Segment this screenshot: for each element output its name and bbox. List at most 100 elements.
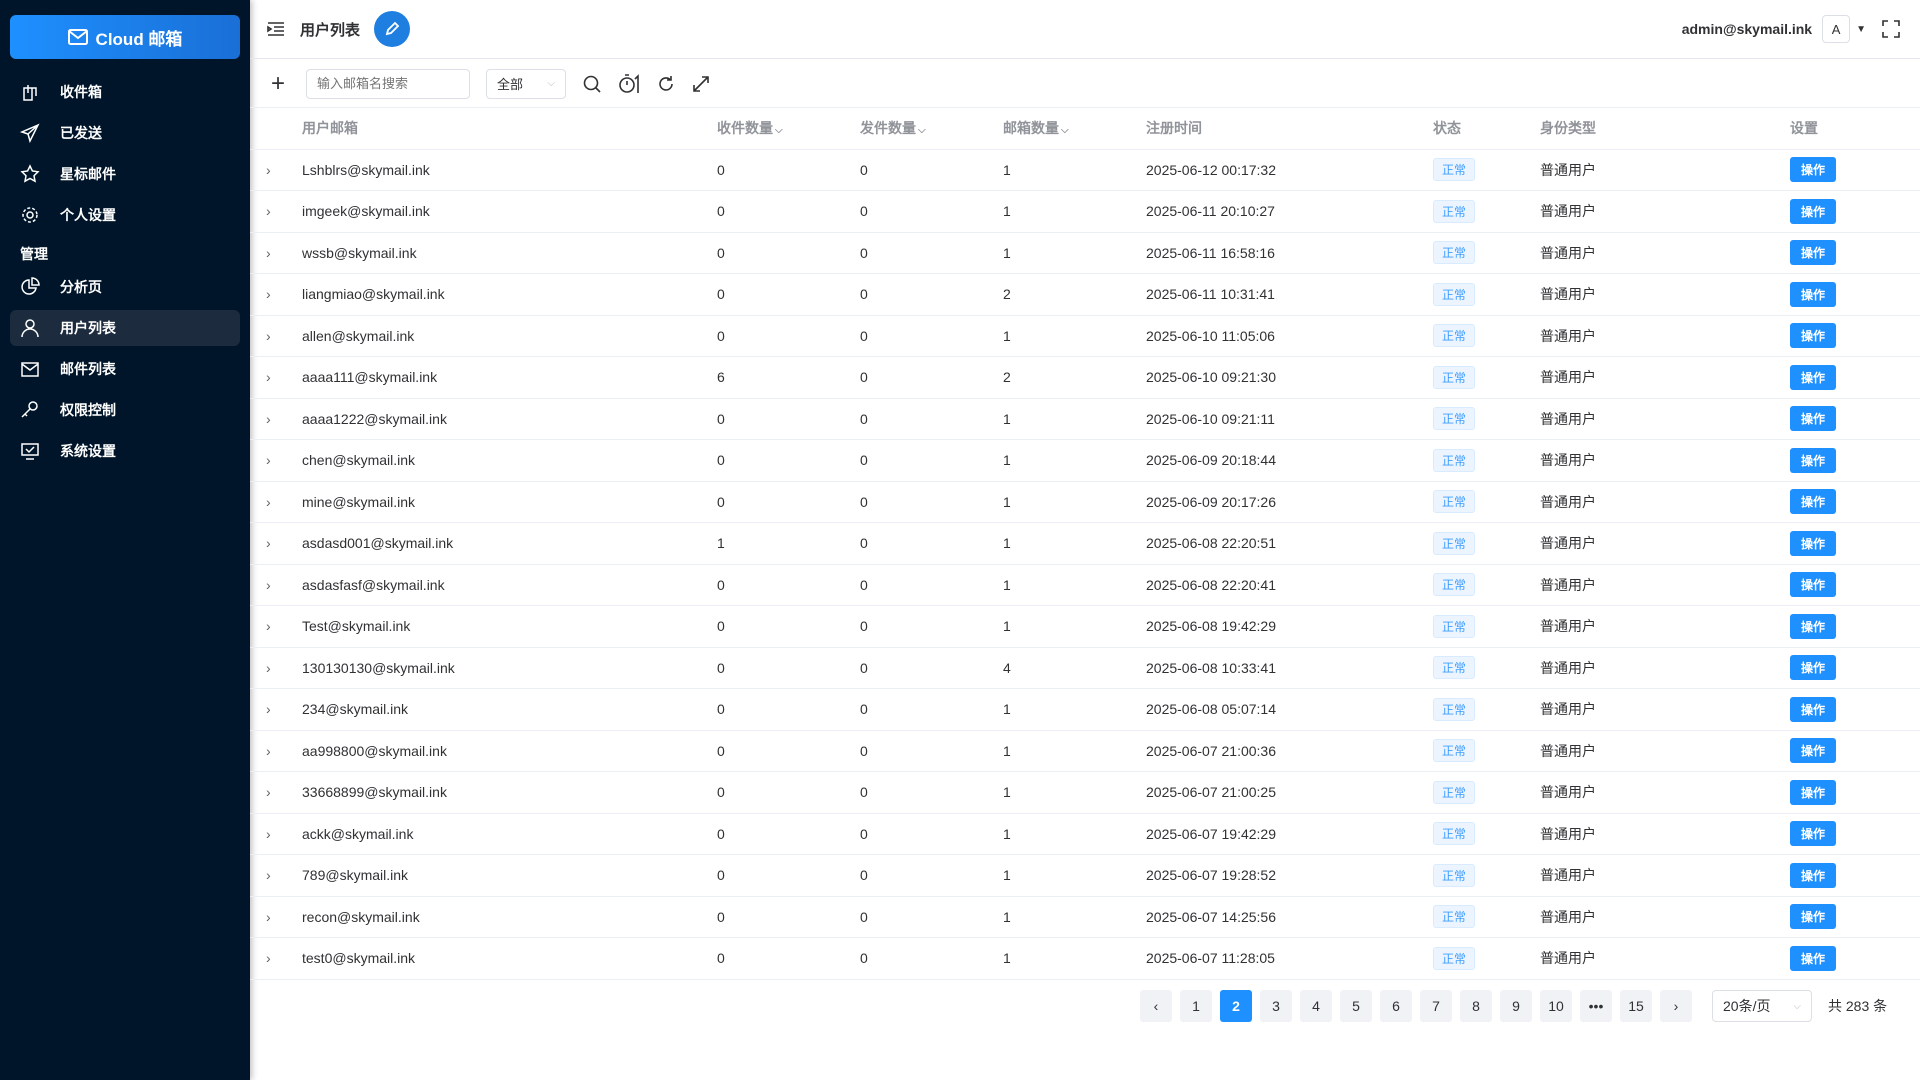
expand-row-icon[interactable]: › (250, 937, 302, 980)
page-button[interactable]: 3 (1260, 990, 1292, 1022)
page-button[interactable]: 1 (1180, 990, 1212, 1022)
action-button[interactable]: 操作 (1790, 904, 1837, 930)
page-button[interactable]: 4 (1300, 990, 1332, 1022)
user-email-cell: wssb@skymail.ink (302, 232, 717, 274)
page-button[interactable]: 8 (1460, 990, 1492, 1022)
expand-row-icon[interactable]: › (250, 232, 302, 274)
sent-count: 0 (860, 273, 1003, 316)
action-button[interactable]: 操作 (1790, 157, 1837, 183)
expand-row-icon[interactable]: › (250, 854, 302, 897)
table-row: › wssb@skymail.ink 0 0 1 2025-06-11 16:5… (250, 232, 1920, 274)
status-filter-select[interactable]: 全部 ⌵ (486, 68, 566, 99)
fullscreen-icon[interactable] (1882, 20, 1900, 38)
expand-row-icon[interactable]: › (250, 439, 302, 482)
sidebar-admin-item-3[interactable]: 权限控制 (10, 392, 240, 428)
page-title: 用户列表 (300, 21, 361, 39)
sidebar-item-2[interactable]: 星标邮件 (10, 156, 240, 192)
page-button[interactable]: 6 (1380, 990, 1412, 1022)
logo[interactable]: Cloud 邮箱 (10, 15, 240, 59)
expand-row-icon[interactable]: › (250, 647, 302, 689)
expand-row-icon[interactable]: › (250, 398, 302, 440)
expand-row-icon[interactable]: › (250, 896, 302, 938)
inbox-icon (23, 85, 37, 101)
expand-row-icon[interactable]: › (250, 356, 302, 399)
expand-row-icon[interactable]: › (250, 605, 302, 648)
sort-icon[interactable]: ⌵ (918, 125, 926, 137)
column-header[interactable]: 邮箱数量 ⌵ (1003, 108, 1146, 150)
role-type: 普通用户 (1540, 522, 1790, 565)
action-button[interactable]: 操作 (1790, 447, 1837, 473)
sort-icon[interactable]: ⌵ (775, 125, 783, 137)
action-button[interactable]: 操作 (1790, 945, 1837, 971)
column-header[interactable]: 发件数量 ⌵ (860, 108, 1003, 150)
register-time: 2025-06-07 21:00:36 (1146, 730, 1433, 772)
sidebar-item-3[interactable]: 个人设置 (10, 197, 240, 233)
prev-page-button[interactable]: ‹ (1140, 990, 1172, 1022)
avatar[interactable]: A (1822, 15, 1851, 43)
mail-icon (67, 29, 88, 45)
action-button[interactable]: 操作 (1790, 406, 1837, 432)
page-button[interactable]: 10 (1540, 990, 1572, 1022)
compose-button[interactable] (374, 11, 411, 47)
add-user-button[interactable]: + (270, 69, 285, 97)
sidebar-item-label: 分析页 (60, 279, 102, 295)
action-button[interactable]: 操作 (1790, 821, 1837, 847)
expand-row-icon[interactable]: › (250, 315, 302, 357)
refresh-icon[interactable] (656, 74, 676, 94)
table-row: › aa998800@skymail.ink 0 0 1 2025-06-07 … (250, 730, 1920, 772)
action-button[interactable]: 操作 (1790, 281, 1837, 307)
sidebar-admin-item-4[interactable]: 系统设置 (10, 433, 240, 469)
expand-row-icon[interactable]: › (250, 190, 302, 233)
page-button[interactable]: 9 (1500, 990, 1532, 1022)
expand-row-icon[interactable]: › (250, 771, 302, 814)
received-count: 0 (717, 564, 860, 606)
action-button[interactable]: 操作 (1790, 198, 1837, 224)
table-row: › 33668899@skymail.ink 0 0 1 2025-06-07 … (250, 771, 1920, 814)
sidebar-item-1[interactable]: 已发送 (10, 115, 240, 151)
action-button[interactable]: 操作 (1790, 240, 1837, 266)
action-button[interactable]: 操作 (1790, 613, 1837, 639)
sidebar-admin-item-2[interactable]: 邮件列表 (10, 351, 240, 387)
user-email[interactable]: admin@skymail.ink (1681, 21, 1813, 37)
column-header[interactable]: 收件数量 ⌵ (717, 108, 860, 150)
expand-row-icon[interactable]: › (250, 149, 302, 191)
menu-fold-icon[interactable] (266, 21, 286, 37)
page-button[interactable]: 15 (1620, 990, 1652, 1022)
table-row: › asdasfasf@skymail.ink 0 0 1 2025-06-08… (250, 564, 1920, 606)
page-button[interactable]: 2 (1220, 990, 1252, 1022)
action-button[interactable]: 操作 (1790, 655, 1837, 681)
action-button[interactable]: 操作 (1790, 779, 1837, 805)
expand-row-icon[interactable]: › (250, 688, 302, 731)
expand-row-icon[interactable]: › (250, 813, 302, 855)
status-badge: 正常 (1433, 614, 1476, 638)
timer-sort-icon[interactable] (618, 73, 642, 95)
action-button[interactable]: 操作 (1790, 323, 1837, 349)
expand-row-icon[interactable]: › (250, 273, 302, 316)
role-type: 普通用户 (1540, 605, 1790, 648)
page-size-select[interactable]: 20条/页 ⌵ (1712, 990, 1812, 1022)
search-icon[interactable] (582, 74, 602, 94)
page-button[interactable]: ••• (1580, 990, 1612, 1022)
page-button[interactable]: 7 (1420, 990, 1452, 1022)
action-button[interactable]: 操作 (1790, 738, 1837, 764)
action-button[interactable]: 操作 (1790, 489, 1837, 515)
expand-icon[interactable] (692, 75, 710, 93)
sidebar-item-0[interactable]: 收件箱 (10, 74, 240, 110)
user-email-cell: liangmiao@skymail.ink (302, 273, 717, 316)
expand-row-icon[interactable]: › (250, 522, 302, 565)
action-button[interactable]: 操作 (1790, 862, 1837, 888)
sidebar-admin-item-1[interactable]: 用户列表 (10, 310, 240, 346)
expand-row-icon[interactable]: › (250, 481, 302, 523)
page-button[interactable]: 5 (1340, 990, 1372, 1022)
action-button[interactable]: 操作 (1790, 572, 1837, 598)
expand-row-icon[interactable]: › (250, 730, 302, 772)
action-button[interactable]: 操作 (1790, 530, 1837, 556)
caret-down-icon[interactable]: ▼ (1856, 23, 1866, 35)
search-input[interactable] (306, 68, 470, 99)
action-button[interactable]: 操作 (1790, 364, 1837, 390)
sidebar-admin-item-0[interactable]: 分析页 (10, 269, 240, 305)
sort-icon[interactable]: ⌵ (1061, 125, 1069, 137)
expand-row-icon[interactable]: › (250, 564, 302, 606)
action-button[interactable]: 操作 (1790, 696, 1837, 722)
next-page-button[interactable]: › (1660, 990, 1692, 1022)
